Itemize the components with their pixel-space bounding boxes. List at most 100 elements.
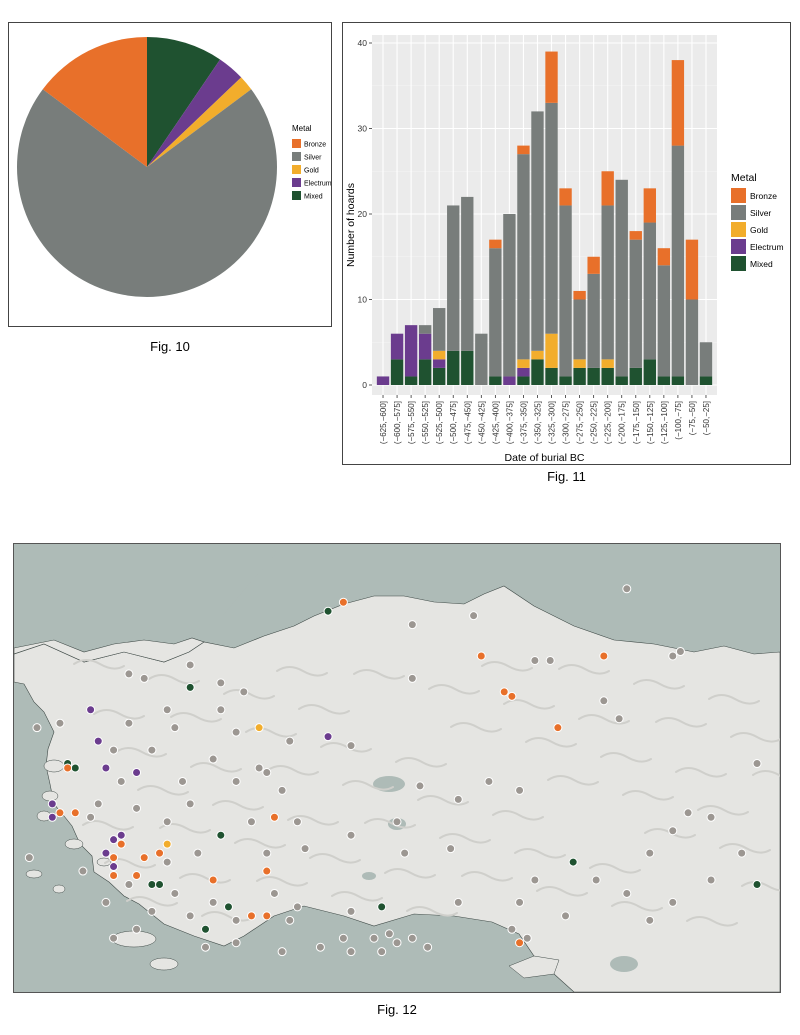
map-hoard-point-electrum (101, 763, 111, 773)
map-hoard-point-silver (668, 897, 678, 907)
bar-x-tick-label: (−100,−75] (674, 401, 683, 440)
bar-mixed (629, 367, 642, 385)
pie-slice-electrum (147, 59, 242, 168)
map-relief (686, 916, 738, 927)
map-hoard-point-mixed (377, 902, 387, 912)
map-hoard-point-silver (162, 705, 172, 715)
bar-silver (545, 102, 558, 334)
bar-x-tick-label: (−75,−50] (688, 401, 697, 435)
map-hoard-point-mixed (216, 830, 226, 840)
map-relief (655, 717, 707, 728)
map-hoard-point-bronze (599, 651, 609, 661)
map-relief (115, 747, 167, 758)
bar-mixed (545, 367, 558, 385)
bar-legend-label-mixed: Mixed (750, 259, 773, 269)
map-hoard-point-silver (124, 718, 134, 728)
bar-silver (573, 299, 586, 360)
map-hoard-point-silver (277, 785, 287, 795)
bar-mixed (615, 376, 628, 385)
map-relief (611, 901, 663, 912)
bar-mixed (418, 359, 432, 385)
map-hoard-point-silver (522, 933, 532, 943)
map-relief (287, 815, 339, 826)
map-hoard-point-mixed (323, 606, 333, 616)
map-hoard-point-electrum (86, 705, 96, 715)
bar-x-tick-label: (−50,−25] (702, 401, 711, 435)
map-hoard-point-electrum (93, 736, 103, 746)
fig11-panel: 0 10 20 30 40 (−625,−600] (−600,−575] (−575,−55… (342, 22, 791, 465)
map-hoard-point-silver (201, 942, 210, 952)
map-hoard-point-bronze (246, 911, 256, 921)
map-relief (256, 876, 308, 887)
map-hoard-point-silver (269, 888, 279, 898)
bar-x-tick-label: (−350,−325] (533, 401, 542, 444)
map-hoard-point-silver (285, 915, 295, 925)
bar-mixed (643, 359, 656, 385)
map-hoard-point-silver (147, 906, 157, 916)
map-hoard-point-silver (231, 915, 241, 925)
map-hoard-point-bronze (269, 812, 279, 822)
map-hoard-point-mixed (70, 763, 80, 773)
bar-mixed (699, 376, 713, 385)
map-hoard-point-silver (622, 584, 632, 594)
bar-silver (629, 239, 642, 368)
bar-x-tick-label: (−600,−575] (393, 401, 402, 444)
bar-y-tick-label: 0 (362, 380, 367, 390)
pie-legend-label-gold: Gold (304, 168, 319, 175)
map-relief (93, 709, 145, 720)
bar-gold (545, 333, 558, 368)
map-hoard-point-silver (668, 826, 678, 836)
map-relief (179, 873, 231, 884)
map-hoard-point-bronze (515, 938, 525, 948)
map-relief (190, 762, 242, 773)
bar-gold (517, 359, 530, 368)
bar-x-tick-label: (−575,−550] (407, 401, 416, 444)
map-hoard-point-silver (277, 947, 287, 957)
map-relief (697, 805, 749, 816)
map-hoard-point-bronze (476, 651, 486, 661)
map-relief (309, 853, 361, 864)
bar-legend-swatch-bronze (731, 188, 746, 203)
map-relief (428, 684, 480, 695)
map-relief (331, 891, 383, 902)
bar-silver (531, 111, 544, 351)
bar-legend-label-electrum: Electrum (750, 242, 784, 252)
map-relief (234, 838, 286, 849)
map-hoard-point-silver (407, 933, 417, 943)
map-hoard-point-silver (162, 817, 172, 827)
map-hoard-point-silver (132, 924, 142, 934)
map-hoard-point-bronze (63, 763, 73, 773)
bar-bronze (559, 188, 572, 206)
bar-mixed (573, 367, 586, 385)
map-relief (492, 810, 544, 821)
map-hoard-point-silver (178, 776, 188, 786)
map-hoard-point-silver (545, 655, 555, 665)
map-relief (708, 694, 760, 705)
map-hoard-point-silver (423, 942, 433, 952)
map-relief (481, 661, 533, 672)
bar-mixed (531, 359, 544, 385)
map-hoard-point-gold (162, 839, 172, 849)
pie-legend-swatch-bronze (292, 139, 301, 148)
bar-x-tick-label: (−550,−525] (421, 401, 430, 444)
bar-mixed (433, 367, 446, 385)
bar-electrum (418, 333, 432, 360)
map-hoard-point-silver (24, 853, 34, 863)
map-hoard-point-silver (561, 911, 571, 921)
map-lake (362, 872, 376, 880)
map-hoard-point-silver (346, 947, 356, 957)
map-hoard-point-silver (530, 875, 540, 885)
map-relief (395, 757, 447, 768)
map-hoard-point-silver (109, 933, 119, 943)
bar-silver (489, 248, 502, 377)
bar-x-tick-label: (−500,−475] (449, 401, 458, 444)
fig11-caption: Fig. 11 (547, 469, 586, 484)
map-island (64, 838, 84, 850)
bar-electrum (433, 359, 446, 368)
map-hoard-point-bronze (262, 866, 272, 876)
bar-bronze (671, 60, 685, 146)
map-hoard-point-silver (706, 812, 716, 822)
map-hoard-point-bronze (499, 687, 509, 697)
map-hoard-point-electrum (109, 862, 119, 872)
map-hoard-point-silver (216, 678, 226, 688)
